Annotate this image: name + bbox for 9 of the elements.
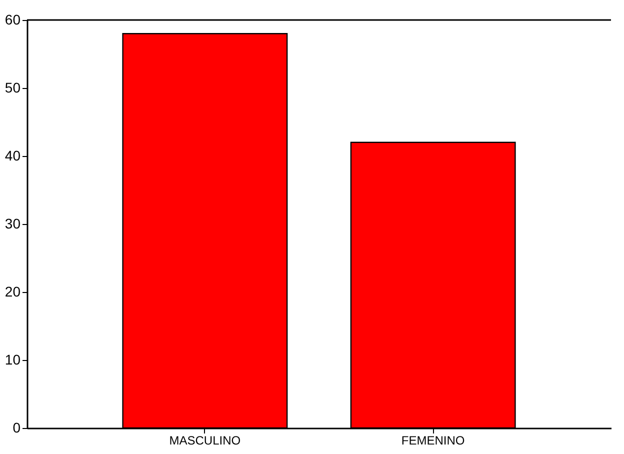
y-tick-label: 10 [4,352,21,368]
y-tick-label: 20 [4,284,21,300]
y-tick-label: 0 [12,420,21,436]
y-tick-label: 40 [4,148,21,164]
x-tick-label: FEMENINO [401,434,465,448]
y-tick-label: 60 [4,12,21,28]
x-tick-label: MASCULINO [169,434,241,448]
y-tick-label: 30 [4,216,21,232]
y-tick-label: 50 [4,80,21,96]
